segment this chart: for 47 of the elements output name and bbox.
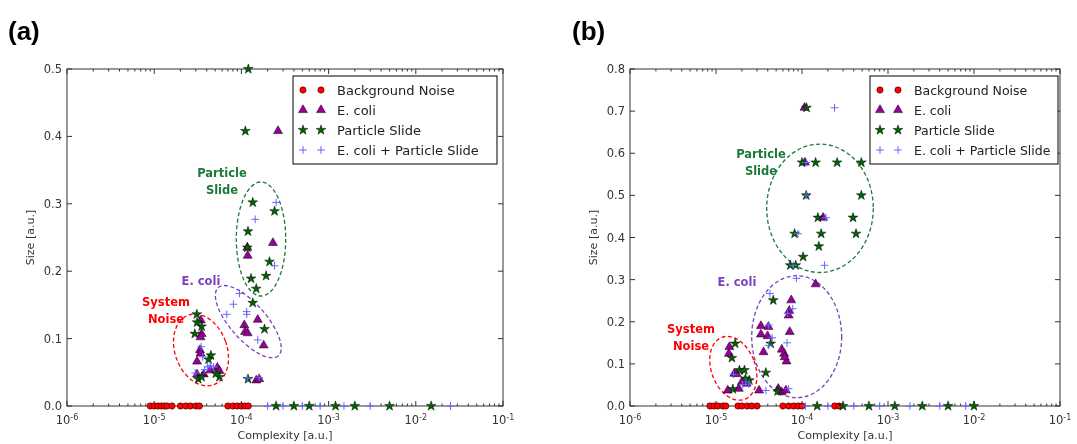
annotation: E. coli	[717, 275, 757, 289]
y-tick-label: 0.4	[606, 230, 625, 245]
y-tick-label: 0.5	[43, 62, 62, 76]
x-tick-label: 10$^{-3}$	[876, 412, 900, 427]
x-tick-label: 10$^{-1}$	[1048, 412, 1072, 427]
x-tick-label: 10$^{-4}$	[790, 412, 814, 427]
x-tick-label: 10$^{-5}$	[142, 412, 166, 427]
annotation: System Noise	[142, 295, 190, 326]
y-tick-label: 0.2	[606, 314, 625, 329]
legend-label: E. coli	[337, 102, 376, 118]
y-tick-label: 0.6	[606, 146, 625, 161]
y-axis-title: Size [a.u.]	[587, 209, 600, 266]
legend-label: E. coli + Particle Slide	[337, 142, 479, 158]
legend-label: Particle Slide	[914, 122, 995, 138]
legend-label: E. coli	[914, 102, 952, 118]
x-tick-label: 10$^{-4}$	[230, 412, 253, 427]
x-tick-label: 10$^{-3}$	[317, 412, 340, 427]
y-tick-label: 0.3	[606, 272, 625, 287]
annotation: Particle Slide	[197, 166, 247, 197]
legend-label: Background Noise	[337, 82, 455, 98]
y-tick-label: 0.8	[606, 62, 625, 76]
y-axis-title: Size [a.u.]	[24, 209, 37, 266]
legend-label: Background Noise	[914, 82, 1028, 98]
y-tick-label: 0.7	[606, 104, 625, 119]
y-tick-label: 0.0	[43, 399, 62, 413]
chart-title: (a)	[8, 16, 40, 46]
x-tick-label: 10$^{-5}$	[704, 412, 728, 427]
x-tick-label: 10$^{-2}$	[962, 412, 986, 427]
legend-label: E. coli + Particle Slide	[914, 142, 1051, 158]
legend-label: Particle Slide	[337, 122, 421, 138]
y-tick-label: 0.5	[606, 188, 625, 203]
y-tick-label: 0.2	[43, 264, 62, 279]
y-tick-label: 0.0	[606, 399, 625, 413]
y-tick-label: 0.4	[43, 129, 62, 144]
x-tick-label: 10$^{-2}$	[404, 412, 428, 427]
x-tick-label: 10$^{-6}$	[55, 412, 79, 427]
chart-title: (b)	[572, 16, 606, 46]
y-tick-label: 0.1	[606, 356, 625, 371]
x-tick-label: 10$^{-1}$	[491, 412, 515, 427]
x-axis-title: Complexity [a.u.]	[237, 429, 333, 442]
annotation: Particle Slide	[736, 147, 786, 178]
x-axis-title: Complexity [a.u.]	[797, 429, 893, 442]
annotation: E. coli	[181, 274, 221, 288]
x-tick-label: 10$^{-6}$	[618, 412, 642, 427]
y-tick-label: 0.1	[43, 331, 62, 346]
y-tick-label: 0.3	[43, 196, 62, 211]
annotation: System Noise	[667, 322, 715, 353]
